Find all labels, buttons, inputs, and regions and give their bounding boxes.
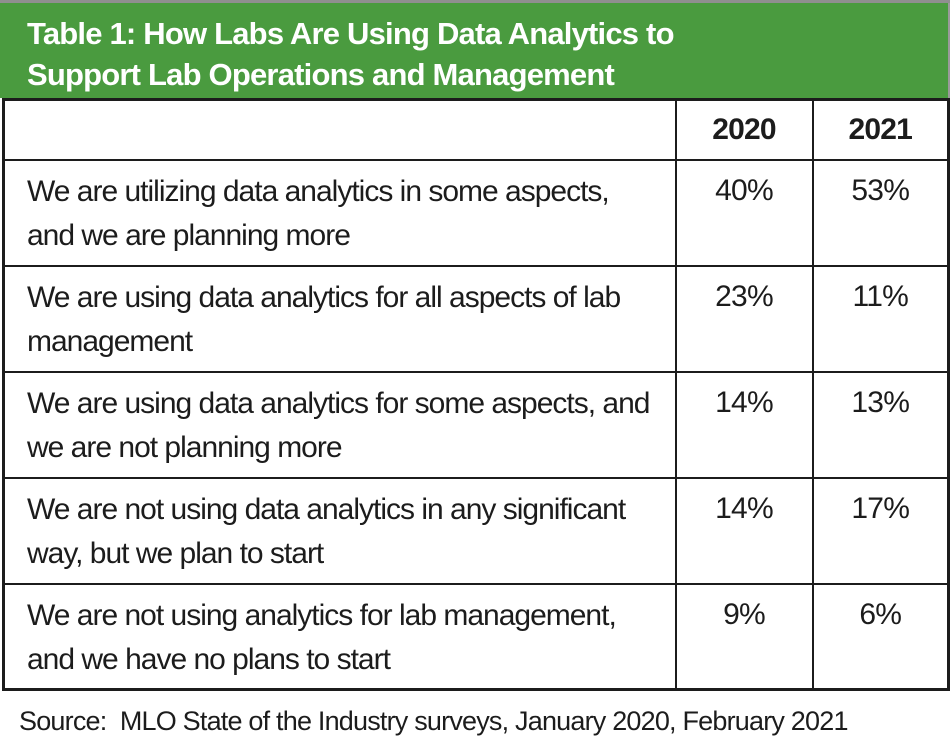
row-value-2020: 14%	[674, 476, 814, 585]
column-header-2020: 2020	[674, 98, 814, 161]
row-value-2021: 53%	[811, 158, 950, 267]
table-row: We are using data analytics for some asp…	[2, 370, 950, 479]
row-value-2020: 9%	[674, 582, 814, 691]
survey-results-table: 2020 2021 We are utilizing data analytic…	[2, 98, 950, 691]
row-statement: We are not using analytics for lab manag…	[2, 582, 677, 691]
row-statement: We are utilizing data analytics in some …	[2, 158, 677, 267]
table-row: We are not using analytics for lab manag…	[2, 582, 950, 691]
table-row: We are using data analytics for all aspe…	[2, 264, 950, 373]
table-header-row: 2020 2021	[2, 98, 950, 161]
row-statement: We are using data analytics for some asp…	[2, 370, 677, 479]
column-header-statement	[2, 98, 677, 161]
table-title-banner: Table 1: How Labs Are Using Data Analyti…	[0, 3, 950, 98]
row-statement: We are not using data analytics in any s…	[2, 476, 677, 585]
source-attribution: Source: MLO State of the Industry survey…	[19, 706, 848, 736]
table-row: We are not using data analytics in any s…	[2, 476, 950, 585]
row-statement: We are using data analytics for all aspe…	[2, 264, 677, 373]
row-value-2021: 13%	[811, 370, 950, 479]
row-value-2021: 11%	[811, 264, 950, 373]
column-header-2021: 2021	[811, 98, 950, 161]
row-value-2020: 40%	[674, 158, 814, 267]
row-value-2020: 23%	[674, 264, 814, 373]
row-value-2020: 14%	[674, 370, 814, 479]
table-row: We are utilizing data analytics in some …	[2, 158, 950, 267]
row-value-2021: 6%	[811, 582, 950, 691]
table-title-line-1: Table 1: How Labs Are Using Data Analyti…	[27, 16, 675, 51]
table-title-line-2: Support Lab Operations and Management	[27, 57, 615, 92]
row-value-2021: 17%	[811, 476, 950, 585]
